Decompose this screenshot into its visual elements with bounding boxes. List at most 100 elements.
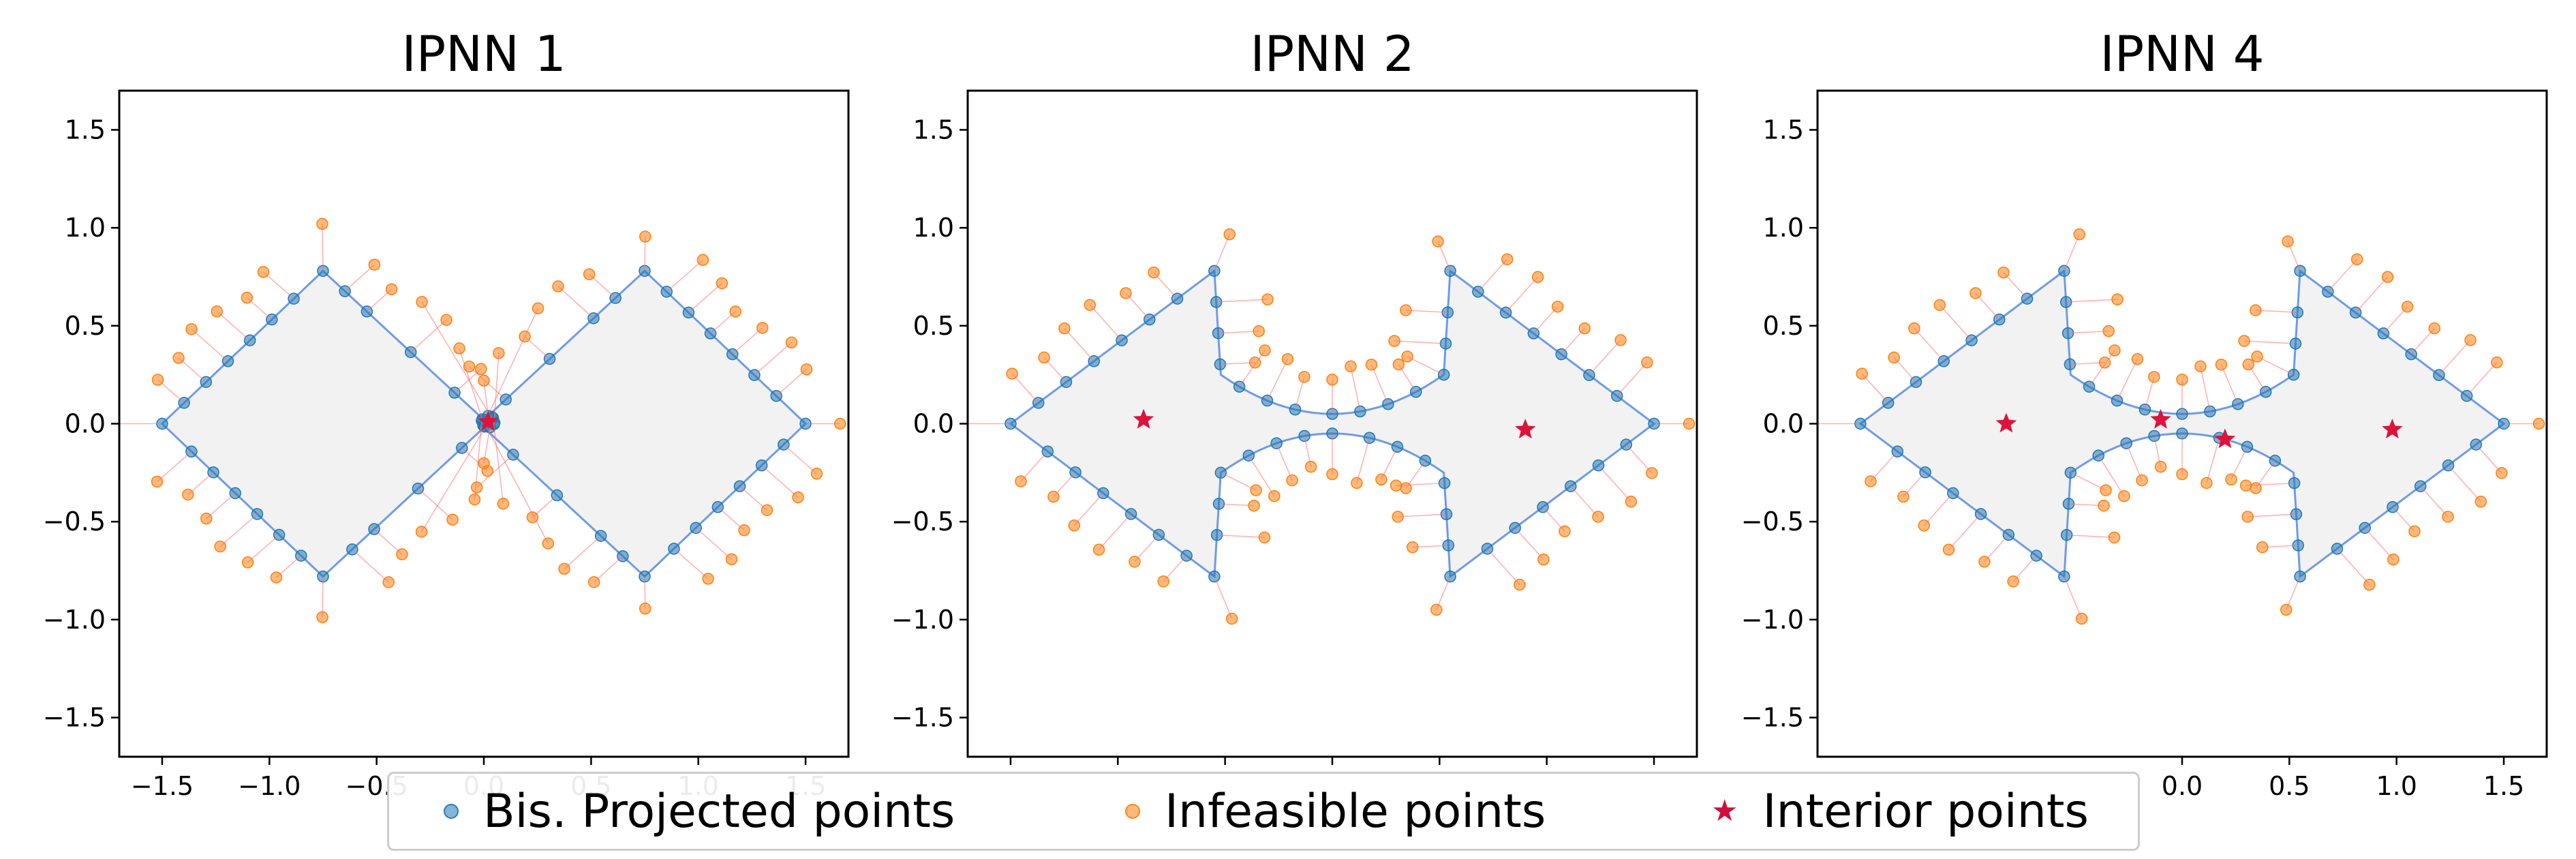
interior-point (2214, 428, 2236, 449)
projection-link (2255, 310, 2298, 314)
y-tick-label: 1.5 (913, 115, 954, 145)
projection-link (352, 549, 389, 583)
projection-link (532, 494, 557, 518)
projection-link (1064, 328, 1094, 362)
interior-point (1515, 419, 1536, 439)
projection-link (2070, 472, 2106, 491)
projection-link (410, 319, 447, 353)
projection-link (710, 311, 736, 334)
projection-link (2287, 241, 2301, 271)
y-tick-label: 0.5 (913, 311, 954, 341)
projection-link (1073, 492, 1104, 526)
projected-points (1005, 265, 1660, 583)
projection-link (1220, 362, 1255, 365)
projection-link (1436, 576, 1451, 610)
projection-link (2336, 548, 2370, 586)
projection-link (1561, 328, 1585, 355)
projection-link (1861, 373, 1889, 404)
projection-link (1053, 472, 1076, 498)
y-tick-label: 0.5 (1763, 311, 1804, 341)
projection-link (344, 264, 375, 292)
projection-link (754, 342, 792, 376)
projection-link (1405, 460, 1426, 489)
projection-link (776, 369, 808, 397)
projection-link (1923, 492, 1954, 526)
projection-link (783, 444, 817, 474)
projection-link (2116, 359, 2138, 401)
y-tick-label: 1.5 (65, 115, 106, 145)
legend-item-infeasible: Infeasible points (1125, 774, 1546, 849)
star-icon: ★ (1711, 794, 1738, 828)
projection-link (1294, 376, 1305, 410)
projection-link (1098, 513, 1132, 550)
projected-marker-icon (444, 804, 459, 819)
legend: Bis. Projected points Infeasible points … (387, 772, 2140, 851)
projection-link (2255, 460, 2275, 489)
projection-link (2327, 258, 2358, 292)
interior-point (478, 410, 499, 431)
projection-link (2068, 330, 2109, 334)
y-tick-label: 1.5 (1763, 115, 1804, 145)
projection-link (557, 286, 594, 319)
projection-link (1043, 357, 1067, 382)
projection-link (1304, 436, 1312, 467)
projection-link (2200, 366, 2211, 412)
projection-link (717, 507, 745, 531)
legend-label-infeasible: Infeasible points (1165, 784, 1546, 839)
projection-link (1381, 447, 1398, 480)
legend-label-interior: Interior points (1762, 784, 2089, 839)
y-tick-label: 0.0 (65, 409, 106, 439)
projection-link (1089, 304, 1122, 341)
projection-link (2220, 364, 2239, 405)
projection-link (157, 379, 185, 404)
projection-link (246, 297, 273, 320)
projection-link (219, 513, 258, 547)
y-tick-label: −1.5 (891, 703, 954, 733)
projection-link (1412, 545, 1449, 548)
interior-point (1133, 408, 1154, 429)
panel-ipnn-1: IPNN 1−1.5−1.0−0.50.00.51.01.5−1.5 −1.0 −0… (43, 25, 850, 801)
projection-link (1597, 465, 1631, 502)
panel-ipnn-3: IPNN 4 −1.5 −1.0 −0.5 0.0 0.5 1.0 1.5 0.0 0.5 1.0 1… (1741, 25, 2548, 801)
projection-link (482, 307, 539, 426)
projection-link (2382, 306, 2408, 334)
projection-link (1398, 364, 1417, 393)
legend-item-projected: Bis. Projected points (444, 774, 955, 849)
x-tick-label: 0.5 (2269, 771, 2310, 801)
projection-link (1163, 555, 1187, 582)
projection-link (417, 488, 453, 520)
x-tick-label: 1.0 (2376, 771, 2417, 801)
interior-point (2382, 419, 2403, 439)
projection-link (1589, 340, 1621, 376)
y-tick-label: −0.5 (43, 507, 106, 537)
projection-link (1214, 234, 1230, 271)
projection-link (2447, 465, 2481, 502)
projection-link (2066, 299, 2118, 303)
y-tick-label: 1.0 (913, 213, 954, 243)
projection-links (1818, 234, 2539, 619)
projection-link (1477, 258, 1508, 292)
projection-link (492, 417, 504, 504)
projection-link (2230, 447, 2248, 480)
projection-link (2098, 455, 2125, 497)
projection-link (1396, 482, 1445, 486)
projection-link (156, 451, 192, 483)
x-tick-label: 0.0 (2162, 771, 2203, 801)
projection-link (1020, 451, 1048, 482)
interior-points (1995, 408, 2403, 449)
projection-link (2089, 350, 2115, 387)
y-tick-label: −1.0 (43, 605, 106, 635)
y-tick-label: −1.0 (1741, 605, 1804, 635)
projection-link (1248, 455, 1275, 497)
projection-link (666, 259, 703, 292)
projection-link (420, 417, 493, 532)
projection-link (1870, 451, 1898, 482)
projection-link (262, 271, 294, 299)
interior-point (2150, 408, 2171, 429)
projection-link (1218, 503, 1255, 507)
projection-link (2126, 442, 2143, 481)
y-tick-label: −0.5 (1741, 507, 1804, 537)
projection-link (739, 485, 768, 511)
projection-link (373, 528, 403, 555)
